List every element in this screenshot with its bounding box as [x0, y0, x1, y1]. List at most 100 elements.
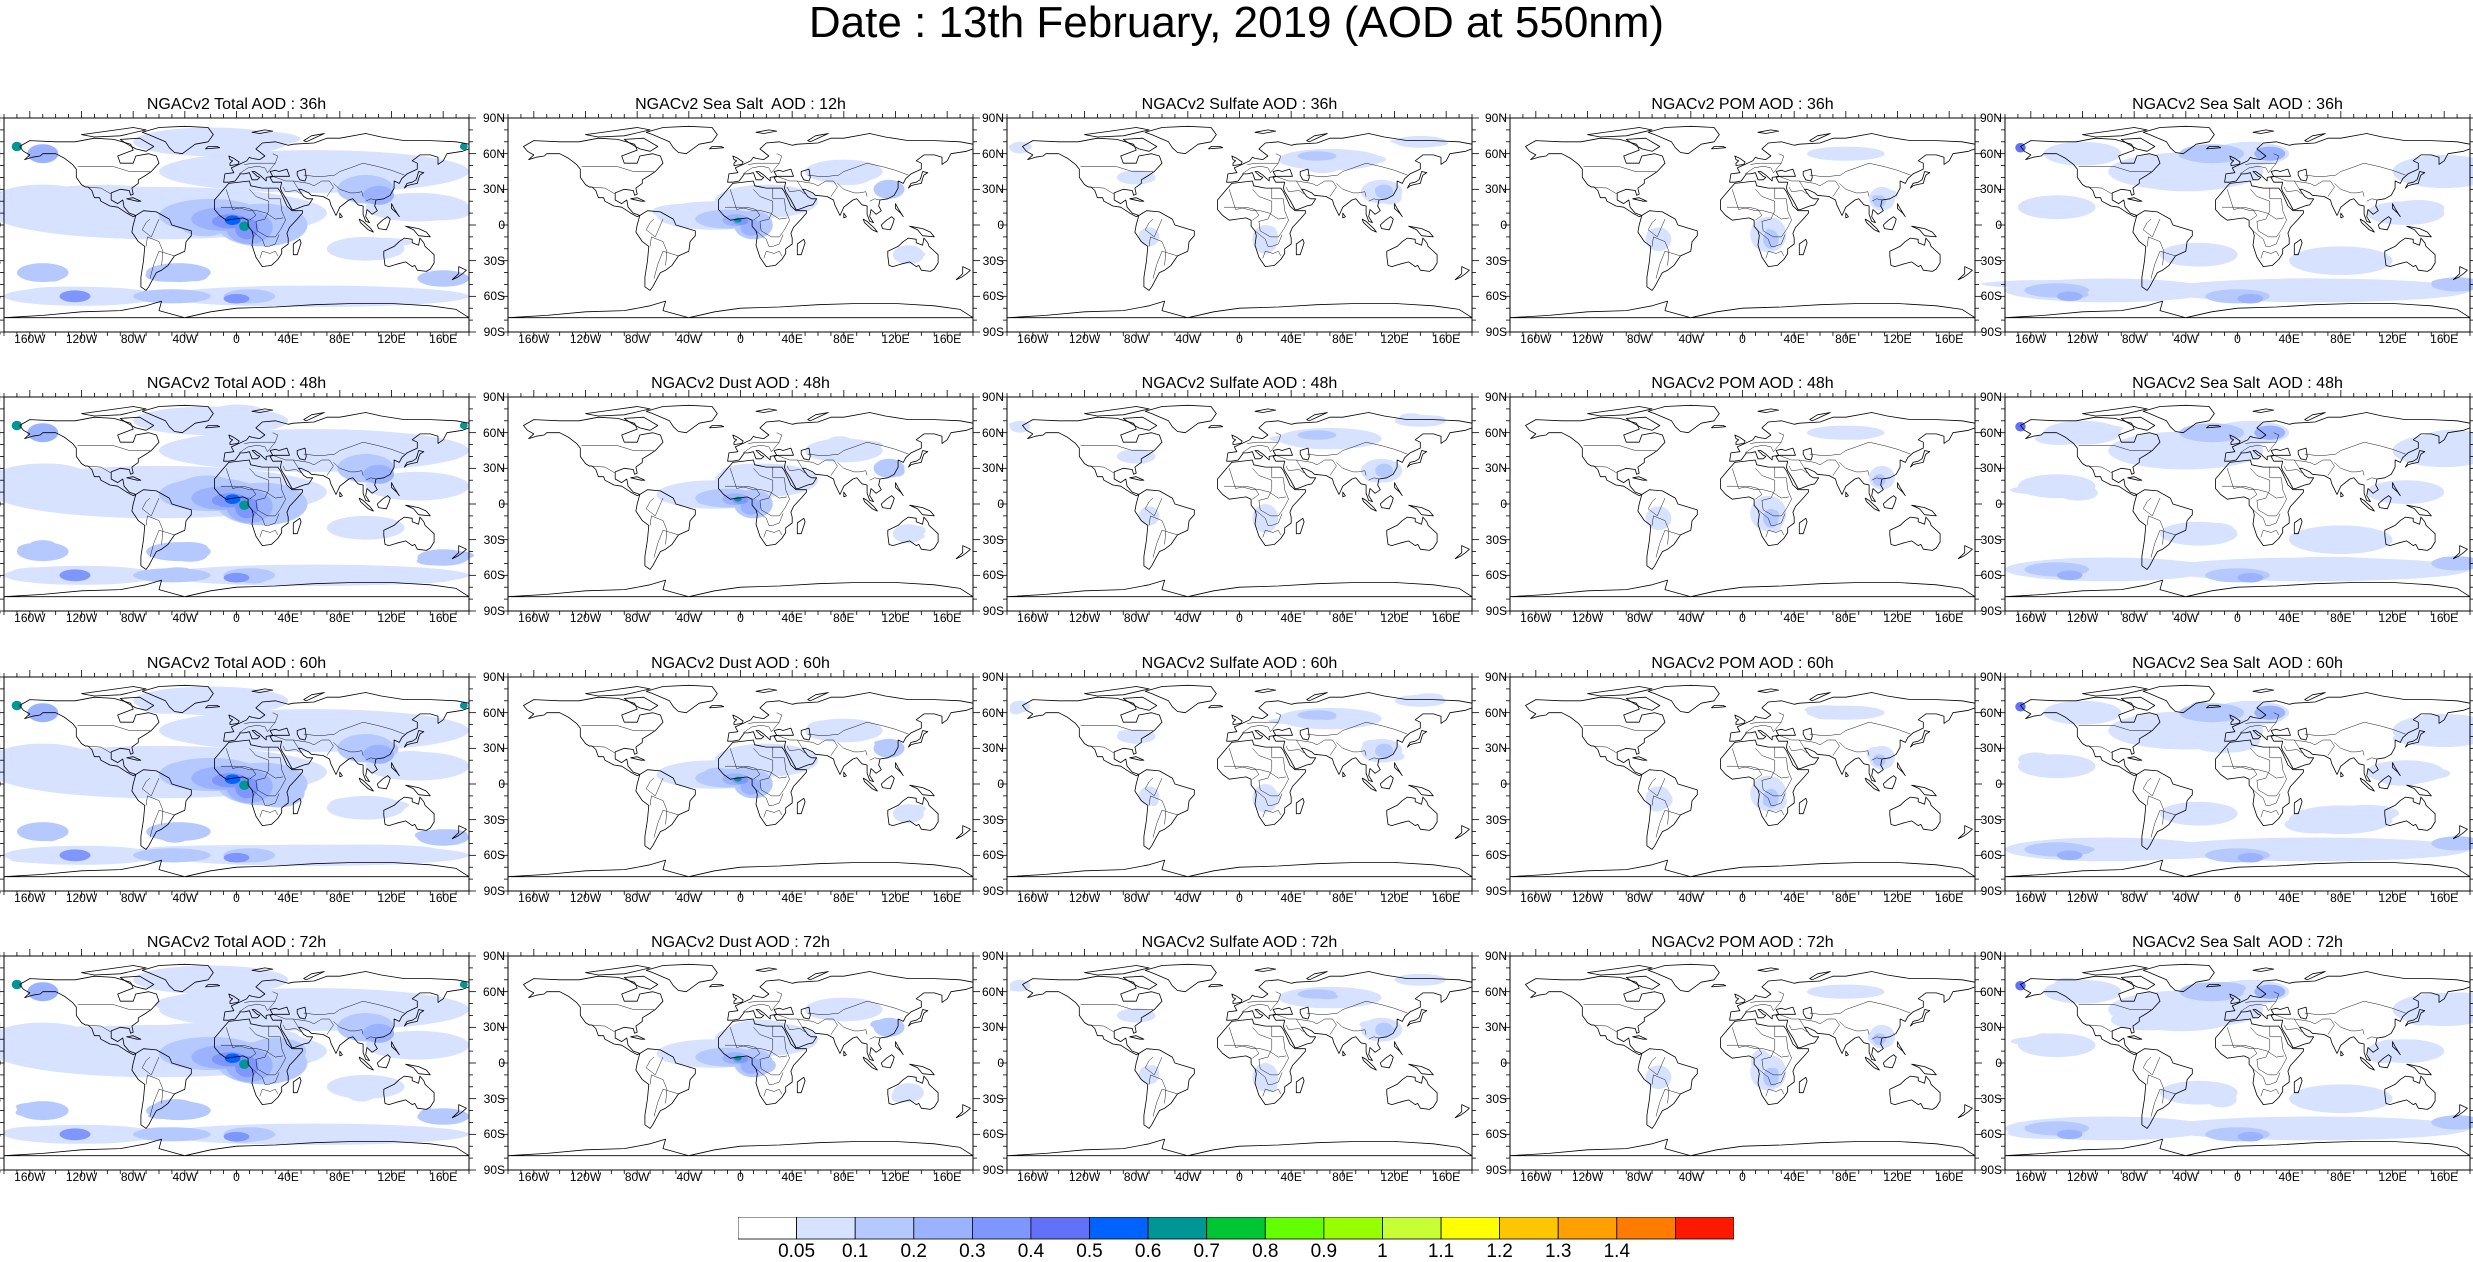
- lon-tick-label: 80E: [329, 892, 350, 904]
- lon-tick-label: 0: [1739, 333, 1746, 345]
- lat-tick-label: 60S: [484, 569, 505, 581]
- lat-tick-label: 30S: [484, 255, 505, 267]
- lat-tick-label: 30N: [982, 742, 1004, 754]
- colorbar-swatch: [1441, 1217, 1500, 1239]
- lat-tick-label: 90N: [1980, 950, 2002, 962]
- lon-tick-label: 80W: [1627, 892, 1652, 904]
- lon-tick-label: 40W: [2173, 892, 2198, 904]
- aod-blob: [2179, 811, 2208, 825]
- lat-tick-label: 60S: [1486, 569, 1507, 581]
- aod-blob: [224, 1132, 250, 1142]
- lat-tick-label: 60S: [484, 1128, 505, 1140]
- lon-tick-label: 160E: [429, 892, 457, 904]
- lon-tick-label: 0: [737, 892, 744, 904]
- aod-blob: [1416, 979, 1432, 984]
- lon-tick-label: 40W: [676, 892, 701, 904]
- lat-tick-label: 60S: [983, 569, 1004, 581]
- lat-tick-label: 60N: [982, 148, 1004, 160]
- aod-blob: [168, 827, 195, 840]
- lat-tick-label: 0: [997, 778, 1004, 790]
- lat-tick-label: 90S: [983, 885, 1004, 897]
- aod-blob: [427, 1111, 444, 1121]
- lon-tick-label: 80W: [121, 612, 146, 624]
- lon-tick-label: 40W: [676, 1171, 701, 1183]
- aod-blob: [2057, 1130, 2083, 1140]
- lon-tick-label: 80E: [833, 612, 854, 624]
- lat-tick-label: 30N: [982, 1021, 1004, 1033]
- lon-tick-label: 160E: [429, 1171, 457, 1183]
- lon-tick-label: 0: [1236, 892, 1243, 904]
- aod-blob: [399, 1043, 454, 1054]
- lat-tick-label: 90N: [1485, 112, 1507, 124]
- lon-tick-label: 160W: [1017, 333, 1048, 345]
- aod-blob: [1262, 229, 1275, 239]
- aod-blob: [2191, 1087, 2219, 1096]
- lat-tick-label: 90S: [0, 1164, 1, 1176]
- lon-tick-label: 120E: [1883, 612, 1911, 624]
- lat-tick-label: 90S: [0, 605, 1, 617]
- aod-blob: [2034, 1123, 2058, 1130]
- lat-tick-label: 30N: [1485, 462, 1507, 474]
- lon-tick-label: 40W: [1678, 1171, 1703, 1183]
- lat-tick-label: 30S: [0, 534, 1, 546]
- lon-tick-label: 0: [737, 333, 744, 345]
- lon-tick-label: 120E: [377, 612, 405, 624]
- aod-blob: [17, 263, 69, 282]
- aod-blob: [12, 980, 22, 990]
- lon-tick-label: 0: [1739, 892, 1746, 904]
- lat-tick-label: 60N: [0, 986, 1, 998]
- aod-blob: [224, 573, 250, 583]
- aod-blob: [162, 854, 187, 863]
- lon-tick-label: 120E: [881, 1171, 909, 1183]
- lon-tick-label: 120E: [1883, 1171, 1911, 1183]
- lat-tick-label: 60S: [983, 290, 1004, 302]
- lon-tick-label: 0: [2234, 333, 2241, 345]
- aod-blob: [2403, 725, 2446, 736]
- lat-tick-label: 30S: [983, 534, 1004, 546]
- aod-blob: [2254, 147, 2285, 161]
- aod-blob: [2059, 485, 2098, 500]
- aod-blob: [182, 270, 208, 282]
- aod-blob: [2032, 1033, 2056, 1049]
- lat-tick-label: 90N: [483, 112, 505, 124]
- lon-tick-label: 120W: [66, 612, 97, 624]
- aod-blob: [361, 800, 409, 811]
- map-panel: NGACv2 Total AOD : 60h90N60N30N030S60S90…: [4, 663, 469, 933]
- aod-map: [2005, 956, 2470, 1170]
- aod-blob: [2315, 1086, 2356, 1096]
- aod-map: [1007, 956, 1472, 1170]
- aod-blob: [224, 294, 250, 304]
- aod-blob: [1878, 1035, 1886, 1042]
- lon-tick-label: 40W: [172, 892, 197, 904]
- lat-tick-label: 90S: [1981, 605, 2002, 617]
- lon-tick-label: 0: [233, 892, 240, 904]
- lon-tick-label: 120W: [2067, 1171, 2098, 1183]
- colorbar-label: 0.8: [1252, 1243, 1278, 1261]
- lat-tick-label: 90S: [1981, 326, 2002, 338]
- aod-blob: [210, 405, 267, 424]
- lon-tick-label: 80E: [329, 1171, 350, 1183]
- lat-tick-label: 90S: [983, 1164, 1004, 1176]
- aod-map: [4, 956, 469, 1170]
- lat-tick-label: 0: [997, 1057, 1004, 1069]
- lon-tick-label: 40W: [1678, 892, 1703, 904]
- lon-tick-label: 160W: [1520, 892, 1551, 904]
- colorbar-label: 1.2: [1486, 1243, 1512, 1261]
- lat-tick-label: 0: [1995, 498, 2002, 510]
- aod-map: [1007, 397, 1472, 611]
- aod-blob: [909, 805, 926, 812]
- aod-blob: [145, 269, 186, 281]
- aod-blob: [359, 238, 412, 247]
- lat-tick-label: 90N: [0, 391, 1, 403]
- map-panel: NGACv2 Total AOD : 72h90N60N30N030S60S90…: [4, 942, 469, 1212]
- lon-tick-label: 40E: [2278, 1171, 2299, 1183]
- lat-tick-label: 30S: [1981, 534, 2002, 546]
- aod-blob: [169, 542, 208, 554]
- lon-tick-label: 80E: [329, 333, 350, 345]
- lon-tick-label: 120W: [66, 333, 97, 345]
- aod-blob: [60, 569, 91, 581]
- lon-tick-label: 160E: [429, 612, 457, 624]
- aod-blob: [184, 702, 263, 713]
